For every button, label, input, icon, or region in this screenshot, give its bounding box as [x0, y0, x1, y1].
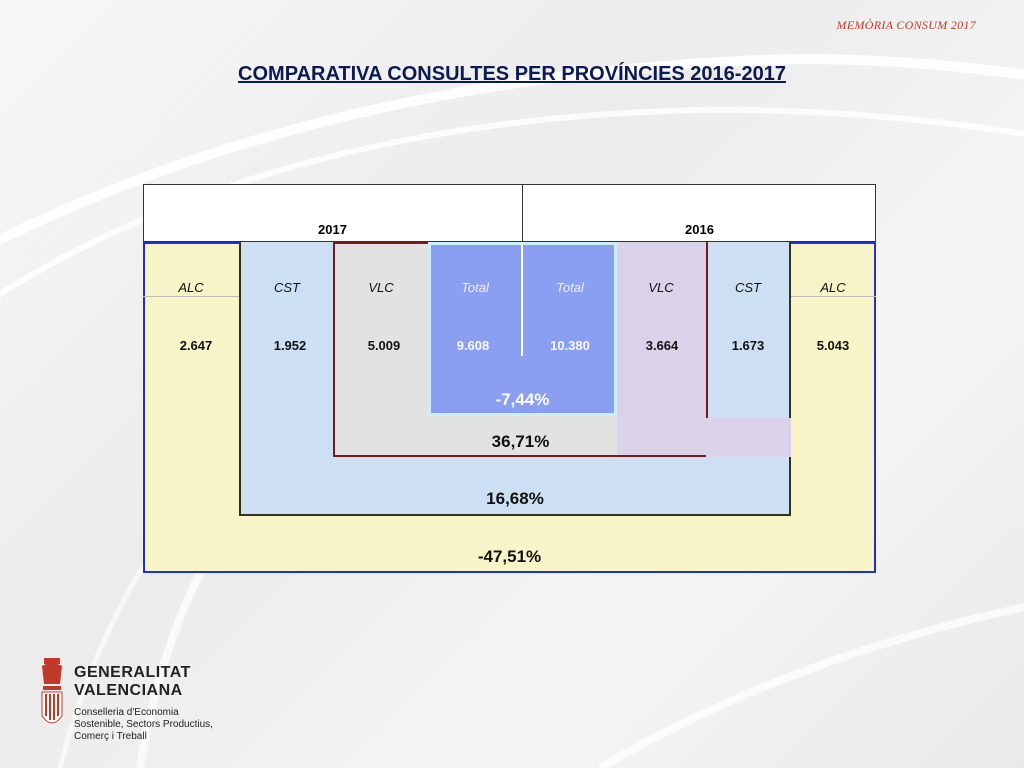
- generalitat-logo: GENERALITAT VALENCIANA Conselleria d'Eco…: [38, 656, 238, 746]
- col-label-alc-2017: ALC: [178, 280, 204, 295]
- vlc-right-region: [617, 242, 706, 455]
- coat-of-arms-icon: [41, 658, 63, 724]
- page-title: COMPARATIVA CONSULTES PER PROVÍNCIES 201…: [238, 63, 786, 85]
- logo-line1: GENERALITAT: [74, 664, 191, 681]
- col-label-alc-2016: ALC: [820, 280, 846, 295]
- logo-sub-line2: Sostenible, Sectors Productius,: [74, 719, 213, 730]
- logo-subtitle: Conselleria d'Economia Sostenible, Secto…: [74, 707, 213, 743]
- value-alc-2017: 2.647: [179, 338, 213, 353]
- col-label-vlc-2016: VLC: [648, 280, 674, 295]
- pct-total: -7,44%: [495, 390, 550, 409]
- value-cst-2017: 1.952: [273, 338, 307, 353]
- year-2016-label: 2016: [685, 222, 714, 237]
- pct-alc: -47,51%: [477, 547, 542, 566]
- logo-sub-line3: Comerç i Treball: [74, 731, 147, 742]
- col-label-cst-2016: CST: [735, 280, 761, 295]
- logo-line2: VALENCIANA: [74, 682, 183, 699]
- col-label-cst-2017: CST: [274, 280, 300, 295]
- value-vlc-2017: 5.009: [367, 338, 401, 353]
- col-label-total-2017: Total: [461, 280, 489, 295]
- year-2017-label: 2017: [318, 222, 347, 237]
- year-divider: [522, 184, 523, 242]
- value-alc-2016: 5.043: [816, 338, 850, 353]
- year-header-row: [143, 184, 876, 242]
- total-divider: [521, 242, 523, 356]
- header-note: MEMÒRIA CONSUM 2017: [836, 18, 976, 32]
- vlc-right-lower: [706, 418, 791, 457]
- value-total-2017: 9.608: [456, 338, 490, 353]
- pct-vlc: 36,71%: [491, 432, 550, 451]
- col-label-total-2016: Total: [556, 280, 584, 295]
- pct-cst: 16,68%: [486, 489, 544, 508]
- value-vlc-2016: 3.664: [645, 338, 679, 353]
- value-total-2016: 10.380: [550, 338, 590, 353]
- logo-sub-line1: Conselleria d'Economia: [74, 707, 179, 718]
- value-cst-2016: 1.673: [731, 338, 765, 353]
- col-label-vlc-2017: VLC: [368, 280, 394, 295]
